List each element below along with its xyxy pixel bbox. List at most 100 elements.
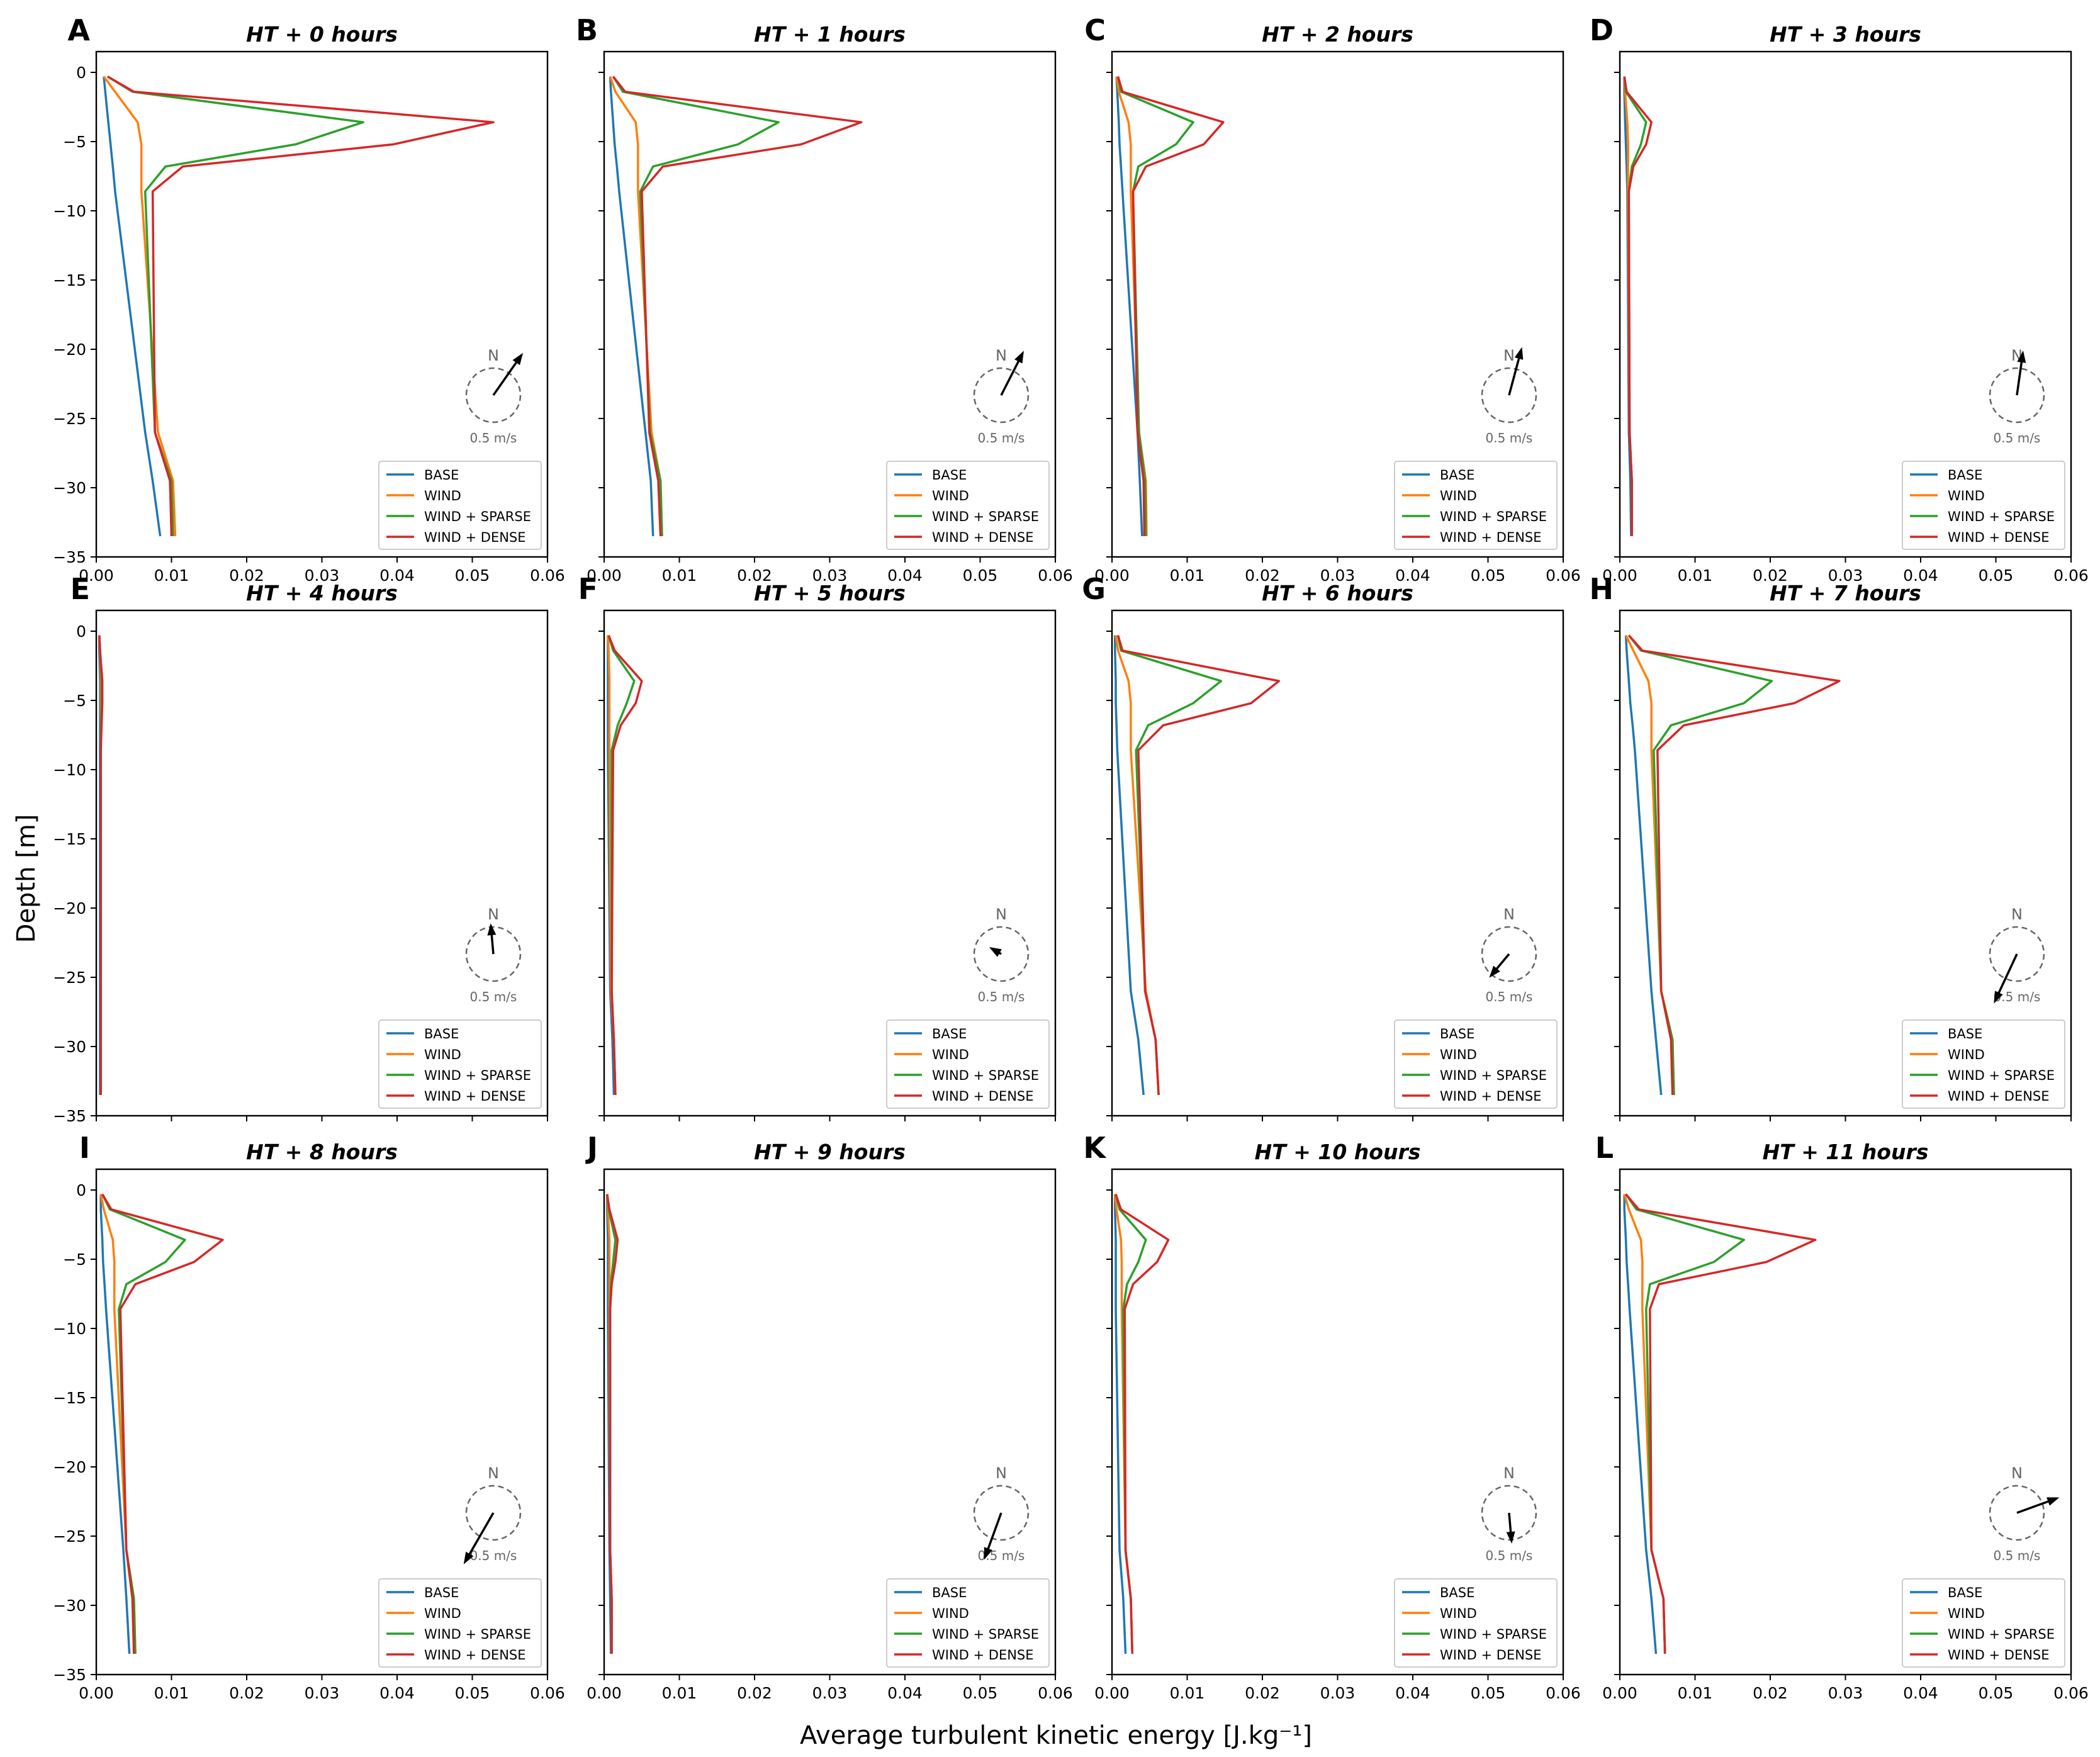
series-line-base (1623, 76, 1632, 537)
current-arrowhead (2047, 1497, 2060, 1506)
x-tick-label: 0.04 (379, 566, 415, 585)
compass-north-label: N (488, 906, 499, 923)
x-tick-label: 0.01 (662, 566, 697, 585)
x-tick-label: 0.06 (530, 1684, 565, 1702)
compass-circle (973, 1485, 1030, 1541)
compass-circle (1989, 1485, 2045, 1541)
current-arrowhead (989, 947, 1002, 957)
compass-north-label: N (1503, 906, 1515, 923)
legend-label: WIND + DENSE (932, 530, 1034, 545)
x-tick-label: 0.03 (305, 1684, 340, 1702)
x-tick-label: 0.05 (963, 1684, 998, 1702)
legend-label: BASE (424, 1585, 459, 1600)
legend-label: WIND + SPARSE (1948, 509, 2055, 524)
series-line-wind-dense (1625, 1193, 1817, 1654)
panel-title: HT + 11 hours (1763, 1140, 1929, 1164)
compass-circle (465, 926, 522, 982)
legend-label: WIND + SPARSE (1440, 509, 1547, 524)
y-tick-label: −10 (53, 761, 86, 779)
plot-frame (95, 609, 549, 1117)
x-tick-label: 0.04 (1903, 566, 1938, 585)
y-axis-label: Depth [m] (12, 814, 41, 943)
x-tick-label: 0.04 (1395, 1684, 1430, 1702)
legend-label: WIND (424, 1606, 461, 1621)
x-tick-label: 0.02 (229, 1684, 264, 1702)
legend-label: WIND + SPARSE (424, 509, 531, 524)
x-tick-label: 0.03 (1320, 1684, 1356, 1702)
legend-label: BASE (424, 1026, 459, 1041)
compass-circle (973, 367, 1030, 424)
legend-label: WIND (1440, 1606, 1477, 1621)
x-tick-label: 0.05 (455, 1684, 490, 1702)
compass-scale-label: 0.5 m/s (1994, 1548, 2041, 1563)
panel-letter: K (1083, 1131, 1107, 1165)
x-tick-label: 0.03 (812, 1684, 848, 1702)
x-tick-label: 0.00 (587, 1684, 622, 1702)
series-line-wind-dense (607, 634, 643, 1096)
legend-box (1902, 1019, 2065, 1109)
compass-north-label: N (996, 1464, 1007, 1482)
legend-label: BASE (1948, 1585, 1982, 1600)
x-tick-label: 0.00 (79, 566, 114, 585)
panel-d: D HT + 3 hours 0.00 0.01 0.02 0.03 0.04 0.05 0.0… (1590, 13, 2089, 585)
y-tick-label: −30 (53, 479, 86, 497)
x-tick-label: 0.03 (305, 566, 340, 585)
series-line-wind-sparse (1116, 76, 1194, 537)
legend-label: BASE (932, 468, 967, 483)
y-tick-label: −20 (53, 1458, 86, 1476)
legend-label: WIND + DENSE (932, 1089, 1034, 1104)
panel-title: HT + 5 hours (754, 581, 906, 605)
panel-letter: J (585, 1131, 598, 1165)
legend-label: BASE (424, 468, 459, 483)
legend-label: WIND + DENSE (1948, 1648, 2050, 1663)
legend-label: WIND (1948, 488, 1985, 503)
legend-label: WIND + SPARSE (1440, 1068, 1547, 1083)
current-arrowhead (2017, 351, 2026, 363)
y-tick-label: −5 (63, 1250, 86, 1269)
compass-scale-label: 0.5 m/s (1994, 430, 2041, 446)
legend-box (378, 1019, 542, 1109)
series-line-wind (609, 76, 663, 537)
series-line-base (103, 76, 162, 537)
current-arrowhead (1506, 1531, 1515, 1544)
x-tick-label: 0.06 (2053, 566, 2089, 585)
panel-title: HT + 8 hours (246, 1140, 398, 1164)
series-line-wind-sparse (1627, 634, 1773, 1096)
compass-circle (1989, 926, 2045, 982)
y-tick-label: 0 (76, 64, 86, 82)
panel-title: HT + 0 hours (246, 22, 398, 47)
series-line-base (609, 76, 654, 537)
x-tick-label: 0.02 (1245, 566, 1280, 585)
legend-box (1394, 1578, 1558, 1668)
x-tick-label: 0.06 (530, 566, 565, 585)
legend-label: WIND + DENSE (932, 1648, 1034, 1663)
compass-scale-label: 0.5 m/s (978, 430, 1025, 446)
x-tick-label: 0.01 (1678, 566, 1713, 585)
legend-box (886, 1019, 1050, 1109)
legend-label: WIND + DENSE (424, 1648, 526, 1663)
series-line-base (1623, 1194, 1658, 1654)
compass-circle (1481, 926, 1537, 982)
series-line-wind-dense (1116, 76, 1225, 537)
panel-letter: A (67, 13, 90, 47)
x-tick-label: 0.05 (1471, 1684, 1506, 1702)
panel-h: H HT + 7 hours N 0.5 m/s BASE WIND WIND + SPAR… (1590, 572, 2072, 1121)
legend-label: WIND + SPARSE (932, 1068, 1039, 1083)
compass-circle (465, 1485, 522, 1541)
plot-frame (1111, 50, 1564, 558)
panel-letter: C (1084, 13, 1106, 47)
series-line-wind-dense (101, 1193, 224, 1654)
series-line-wind-sparse (106, 76, 364, 537)
current-arrowhead (512, 352, 524, 366)
panel-g: G HT + 6 hours N 0.5 m/s BASE WIND WIND + SPAR… (1082, 572, 1564, 1121)
plot-frame (1111, 609, 1564, 1117)
legend-label: WIND + DENSE (1948, 530, 2050, 545)
legend-label: WIND + DENSE (1440, 530, 1542, 545)
panel-title: HT + 3 hours (1770, 22, 1921, 47)
x-tick-label: 0.04 (1395, 566, 1430, 585)
current-arrowhead (463, 1551, 474, 1564)
legend-label: WIND + DENSE (1440, 1648, 1542, 1663)
panel-a: A HT + 0 hours 0.00 0.01 0.02 0.03 0.04 0.05 0.0… (53, 13, 565, 585)
series-line-wind-sparse (1116, 635, 1223, 1096)
